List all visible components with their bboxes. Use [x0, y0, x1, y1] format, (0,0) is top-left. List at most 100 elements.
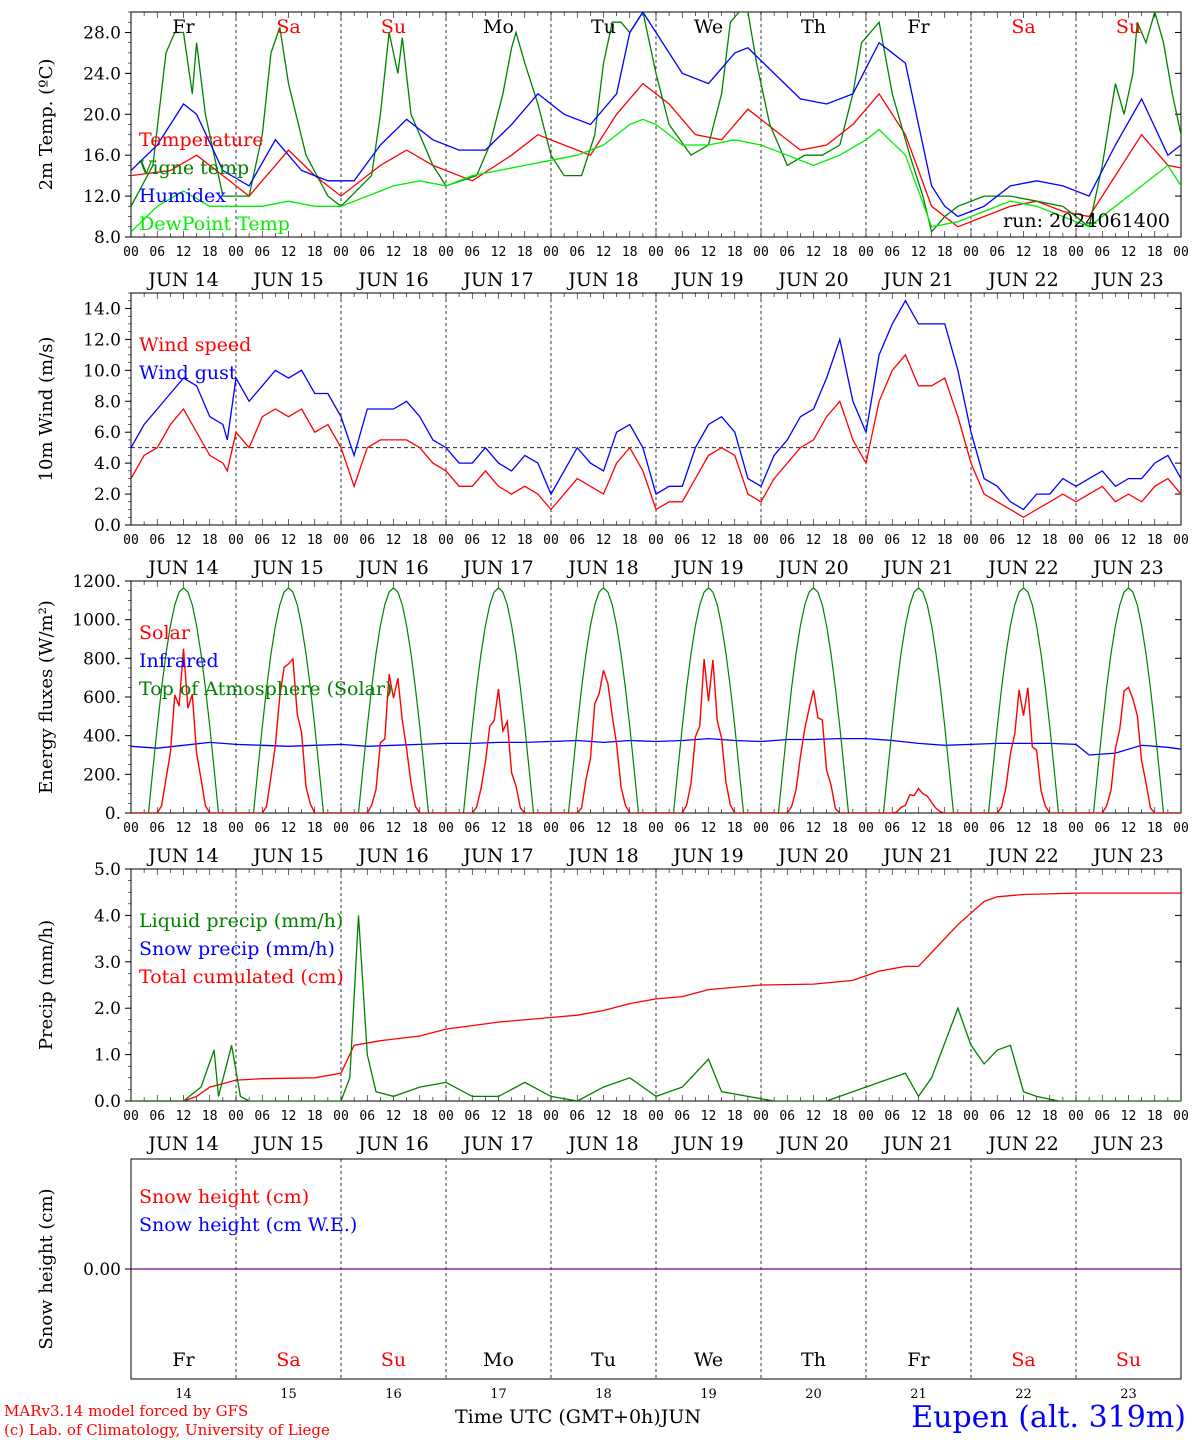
x-axis-label-text: Time UTC (GMT+0h) — [455, 1406, 661, 1428]
hour-tick-label: 18 — [307, 1109, 323, 1124]
series-vigne-temp — [131, 12, 1181, 234]
date-label: JUN 15 — [251, 845, 323, 867]
y-tick-label: 0.0 — [94, 516, 121, 536]
hour-tick-label: 12 — [281, 821, 297, 836]
hour-tick-label: 18 — [727, 245, 743, 260]
hour-tick-label: 18 — [832, 1109, 848, 1124]
legend-infrared: Infrared — [139, 650, 219, 672]
y-tick-label: 400. — [83, 727, 121, 747]
legend-top-of-atmosphere-solar: Top of Atmosphere (Solar) — [139, 678, 392, 700]
series-wind-gust — [131, 299, 1181, 511]
y-axis-label: Precip (mm/h) — [36, 920, 57, 1050]
x-axis-label: Time UTC (GMT+0h)JUN — [455, 1406, 701, 1428]
hour-tick-label: 12 — [176, 245, 192, 260]
date-label: JUN 22 — [986, 557, 1058, 579]
y-tick-label: 4.0 — [94, 454, 121, 474]
hour-tick-label: 18 — [1147, 245, 1163, 260]
date-label: JUN 16 — [356, 845, 428, 867]
date-label: JUN 22 — [986, 845, 1058, 867]
snow-day-of-week: Mo — [483, 1349, 514, 1371]
legend-vigne-temp: Vigne temp — [138, 157, 249, 179]
panel-snow — [125, 1158, 1182, 1380]
hour-tick-label: 00 — [1173, 533, 1189, 548]
date-label: JUN 14 — [146, 1133, 218, 1155]
y-tick-label: 200. — [83, 765, 121, 785]
hour-tick-label: 00 — [438, 821, 454, 836]
temp-day-of-week: Fr — [172, 16, 195, 38]
y-tick-label: 1000. — [72, 611, 121, 631]
hour-tick-label: 12 — [701, 821, 717, 836]
date-label: JUN 21 — [881, 1133, 953, 1155]
day-number: 19 — [700, 1387, 717, 1402]
hour-tick-label: 00 — [1173, 245, 1189, 260]
hour-tick-label: 06 — [674, 245, 690, 260]
hour-tick-label: 18 — [832, 821, 848, 836]
temp-day-of-week: Su — [381, 16, 406, 38]
date-label: JUN 17 — [461, 845, 533, 867]
series-total-cumulated-cm — [131, 892, 1181, 1101]
hour-tick-label: 18 — [1042, 821, 1058, 836]
hour-tick-label: 18 — [1147, 1109, 1163, 1124]
y-tick-label: 0.00 — [83, 1260, 121, 1280]
hour-tick-label: 00 — [543, 821, 559, 836]
hour-tick-label: 18 — [202, 245, 218, 260]
series-infrared — [131, 737, 1181, 756]
hour-tick-label: 00 — [228, 245, 244, 260]
hour-tick-label: 18 — [412, 533, 428, 548]
hour-tick-label: 18 — [937, 245, 953, 260]
x-axis-month: JUN — [660, 1406, 701, 1428]
hour-tick-label: 18 — [622, 245, 638, 260]
hour-tick-label: 00 — [1068, 533, 1084, 548]
hour-tick-label: 18 — [202, 1109, 218, 1124]
temp-day-of-week: We — [694, 16, 723, 38]
temp-day-of-week: Th — [801, 16, 826, 38]
series-dewpoint-temp — [131, 118, 1181, 233]
hour-tick-label: 06 — [884, 533, 900, 548]
hour-tick-label: 00 — [648, 1109, 664, 1124]
hour-tick-label: 12 — [806, 821, 822, 836]
credit-line-1: MARv3.14 model forced by GFS — [4, 1402, 249, 1420]
hour-tick-label: 00 — [333, 1109, 349, 1124]
hour-tick-label: 06 — [254, 533, 270, 548]
hour-tick-label: 12 — [911, 821, 927, 836]
date-label: JUN 18 — [566, 845, 638, 867]
hour-tick-label: 12 — [176, 533, 192, 548]
y-tick-label: 28.0 — [83, 23, 121, 43]
hour-tick-label: 12 — [1016, 1109, 1032, 1124]
hour-tick-label: 12 — [1121, 533, 1137, 548]
snow-day-of-week: Tu — [591, 1349, 616, 1371]
date-label: JUN 22 — [986, 269, 1058, 291]
hour-tick-label: 00 — [1068, 1109, 1084, 1124]
date-label: JUN 15 — [251, 557, 323, 579]
hour-tick-label: 00 — [543, 533, 559, 548]
y-tick-label: 12.0 — [83, 187, 121, 207]
hour-tick-label: 12 — [386, 821, 402, 836]
hour-tick-label: 06 — [569, 533, 585, 548]
temp-day-of-week: Tu — [591, 16, 616, 38]
hour-tick-label: 06 — [359, 1109, 375, 1124]
hour-tick-label: 00 — [1068, 821, 1084, 836]
panel-temp — [125, 11, 1182, 238]
date-label: JUN 18 — [566, 1133, 638, 1155]
hour-tick-label: 12 — [596, 1109, 612, 1124]
hour-tick-label: 18 — [307, 821, 323, 836]
y-tick-label: 1200. — [72, 572, 121, 592]
hour-tick-label: 00 — [753, 533, 769, 548]
hour-tick-label: 18 — [832, 245, 848, 260]
hour-tick-label: 06 — [779, 245, 795, 260]
hour-tick-label: 06 — [989, 533, 1005, 548]
y-axis-label: 2m Temp. (ºC) — [36, 59, 57, 191]
hour-tick-label: 00 — [333, 245, 349, 260]
hour-tick-label: 18 — [1147, 821, 1163, 836]
hour-tick-label: 06 — [1094, 245, 1110, 260]
hour-tick-label: 12 — [1016, 245, 1032, 260]
legend-liquid-precip-mm-h: Liquid precip (mm/h) — [139, 910, 343, 932]
legend-temperature: Temperature — [139, 129, 263, 151]
hour-tick-label: 12 — [281, 1109, 297, 1124]
y-tick-label: 8.0 — [94, 228, 121, 248]
date-label: JUN 19 — [671, 557, 743, 579]
hour-tick-label: 06 — [779, 533, 795, 548]
hour-tick-label: 06 — [674, 821, 690, 836]
hour-tick-label: 06 — [359, 821, 375, 836]
temp-day-of-week: Sa — [276, 16, 300, 38]
